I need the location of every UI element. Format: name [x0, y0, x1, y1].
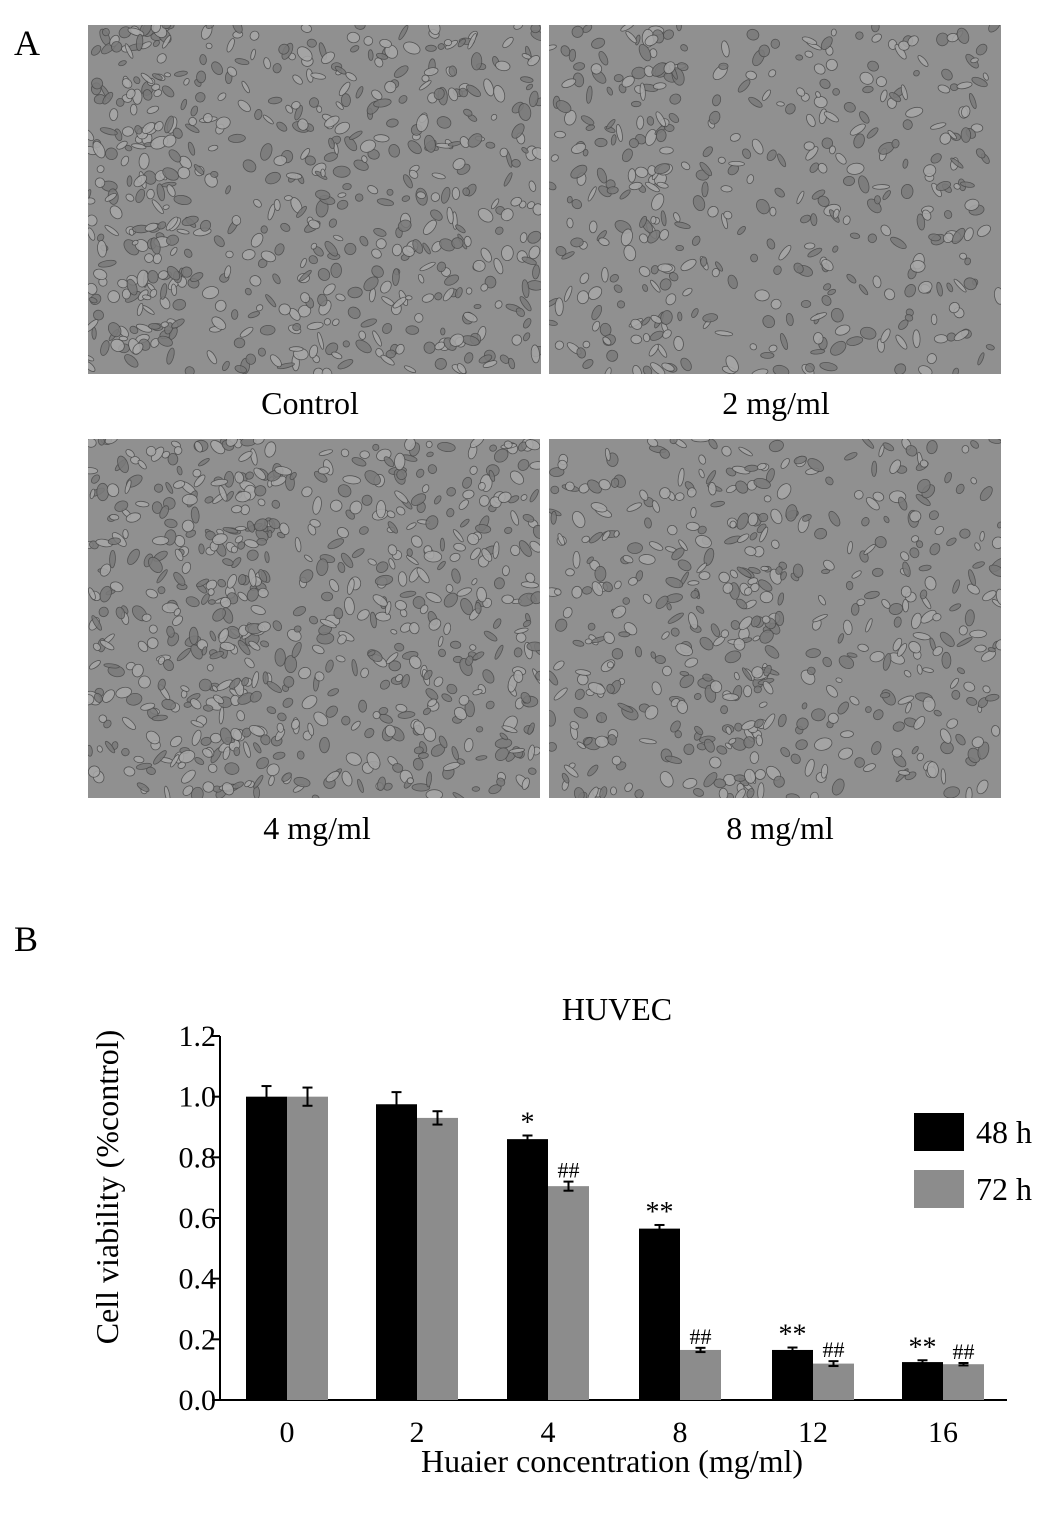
- bar-48h: [376, 1104, 417, 1400]
- bar-48h: [246, 1096, 287, 1400]
- panel-a-label: A: [14, 23, 40, 63]
- x-tick-label: 12: [798, 1416, 828, 1449]
- bar-48h: [507, 1139, 548, 1400]
- bar-48h: [902, 1362, 943, 1400]
- y-tick-label: 0.4: [179, 1263, 217, 1296]
- legend-label: 72 h: [976, 1171, 1032, 1207]
- significance-mark: **: [646, 1197, 674, 1228]
- panel-b-label: B: [14, 919, 39, 959]
- significance-mark: ##: [690, 1324, 712, 1349]
- axes: 0.0 0.2 0.4 0.6 0.8 1.0 1.2 0 2 4 8 12 16: [179, 1020, 1007, 1449]
- micrograph-texture: [88, 439, 540, 798]
- bar-48h: [772, 1349, 813, 1400]
- bar-72h: [680, 1349, 721, 1400]
- micrograph-texture: [549, 25, 1001, 374]
- bar-48h: [639, 1228, 680, 1400]
- y-tick-label: 0.2: [179, 1323, 217, 1356]
- y-tick-label: 1.0: [179, 1081, 217, 1114]
- significance-mark: ##: [823, 1337, 845, 1362]
- micrograph-8mg: [549, 439, 1001, 798]
- bar-72h: [943, 1364, 984, 1400]
- micrograph-2mg: [549, 25, 1001, 374]
- legend-label: 48 h: [976, 1114, 1032, 1150]
- legend-swatch: [914, 1170, 964, 1208]
- y-tick-label: 0.0: [179, 1384, 217, 1417]
- y-tick-label: 1.2: [179, 1020, 217, 1053]
- x-tick-label: 0: [280, 1416, 295, 1449]
- bar-72h: [548, 1186, 589, 1400]
- chart-title: HUVEC: [562, 991, 672, 1027]
- x-tick-label: 8: [673, 1416, 688, 1449]
- legend: 48 h 72 h: [914, 1113, 1032, 1208]
- micrograph-texture: [549, 439, 1001, 798]
- significance-mark: *: [521, 1107, 535, 1138]
- significance-mark: **: [779, 1320, 807, 1351]
- bar-72h: [287, 1096, 328, 1400]
- caption-8mg: 8 mg/ml: [726, 810, 834, 846]
- y-tick-label: 0.8: [179, 1141, 217, 1174]
- caption-2mg: 2 mg/ml: [722, 385, 830, 421]
- significance-mark: ##: [953, 1339, 975, 1364]
- x-axis-label: Huaier concentration (mg/ml): [421, 1443, 803, 1479]
- bar-72h: [813, 1363, 854, 1400]
- micrograph-4mg: [88, 439, 540, 798]
- caption-control: Control: [261, 385, 359, 421]
- x-tick-label: 2: [410, 1416, 425, 1449]
- x-tick-label: 16: [928, 1416, 958, 1449]
- significance-mark: **: [909, 1332, 937, 1363]
- significance-mark: ##: [558, 1158, 580, 1183]
- micrograph-texture: [88, 25, 541, 374]
- x-tick-label: 4: [541, 1416, 556, 1449]
- bar-72h: [417, 1117, 458, 1400]
- y-tick-label: 0.6: [179, 1202, 217, 1235]
- bar-chart: HUVEC Cell viability (%control) Huaier c…: [89, 991, 1032, 1479]
- caption-4mg: 4 mg/ml: [263, 810, 371, 846]
- bars-group: * ## ** ## ** ## ** ##: [246, 1085, 984, 1400]
- micrograph-control: [88, 25, 541, 374]
- y-axis-label: Cell viability (%control): [89, 1030, 125, 1345]
- legend-swatch: [914, 1113, 964, 1151]
